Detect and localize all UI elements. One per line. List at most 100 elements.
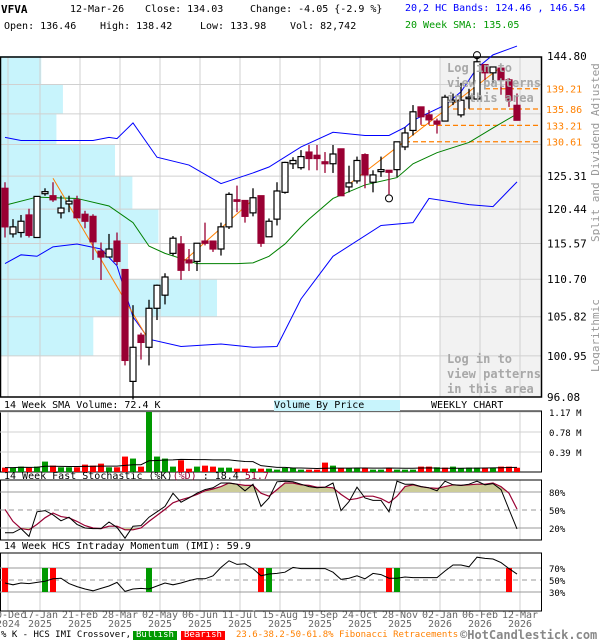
candle-body: [289, 159, 297, 165]
candle-body: [233, 199, 241, 202]
year-tick-label: 2025: [348, 619, 372, 630]
candle-body: [177, 243, 185, 271]
login-notice-top[interactable]: Log in to view patterns in this area: [447, 61, 541, 105]
volume-bar: [234, 468, 240, 472]
candle-body: [193, 242, 201, 263]
candle-body: [81, 213, 89, 222]
year-tick-label: 2025: [68, 619, 92, 630]
candle-body: [9, 226, 17, 235]
volume-bar: [290, 468, 296, 472]
crossover-legend: % K - HCS IMI Crossover,: [1, 630, 132, 640]
candle-body: [481, 64, 489, 74]
volume-bar: [162, 458, 168, 472]
imi-signal-bearish: [50, 568, 56, 592]
stoch-tick-label: 20%: [549, 525, 566, 535]
candle-body: [393, 141, 401, 171]
candle-body: [129, 346, 137, 382]
volume-by-price-bar: [0, 113, 57, 145]
stoch-tick-label: 80%: [549, 489, 566, 499]
year-tick-label: 2025: [148, 619, 172, 630]
volume-bar: [482, 467, 488, 472]
imi-tick-label: 50%: [549, 577, 566, 587]
adjusted-label: Split and Dividend Adjusted: [589, 63, 600, 242]
login-notice-bottom[interactable]: Log in to view patterns in this area: [447, 352, 541, 396]
volume-bar: [410, 469, 416, 472]
candle-body: [313, 154, 321, 160]
sma-line: [4, 113, 518, 265]
volume-bar: [386, 468, 392, 472]
volume-bar: [2, 467, 8, 472]
candle-body: [257, 195, 265, 244]
volume-tick-label: 0.78 M: [549, 429, 582, 439]
bands-value: 20,2 HC Bands: 124.46 , 146.54: [405, 3, 586, 14]
imi-signal-bullish: [394, 568, 400, 592]
price-tick-label: 110.70: [547, 273, 587, 286]
year-tick-label: 2026: [468, 619, 492, 630]
year-tick-label: 2024: [0, 619, 20, 630]
candle-body: [33, 195, 41, 239]
volume-sma-line: [5, 458, 518, 470]
panel-border: [0, 410, 542, 473]
candle-body: [329, 153, 337, 165]
quote-date: 12-Mar-26: [70, 4, 125, 15]
year-tick-label: 2025: [28, 619, 52, 630]
imi-tick-label: 30%: [549, 589, 566, 599]
price-tick-label: 125.31: [547, 170, 587, 183]
volume-bar: [90, 465, 96, 472]
volume-tick-label: 1.17 M: [549, 409, 582, 419]
imi-line: [4, 556, 518, 592]
volume-bar: [186, 468, 192, 472]
date-tick-label: 24-Oct: [342, 610, 378, 621]
copyright-link[interactable]: ©HotCandlestick.com: [460, 628, 598, 642]
candle-body: [321, 161, 329, 165]
fib-level-label: 130.61: [546, 138, 582, 149]
year-tick-label: 2025: [308, 619, 332, 630]
volume-bar: [498, 466, 504, 472]
candle-body: [473, 61, 481, 100]
fib-level-label: 135.86: [546, 105, 582, 116]
candle-body: [217, 226, 225, 250]
bearish-badge: Bearish: [181, 631, 225, 640]
year-tick-label: 2026: [508, 619, 532, 630]
volume-bar: [258, 468, 264, 472]
candle-body: [225, 193, 233, 228]
candle-body: [401, 132, 409, 148]
volume-bar: [354, 468, 360, 472]
panel-border: [0, 56, 543, 398]
volume-bar: [298, 469, 304, 472]
candle-body: [513, 104, 521, 121]
change-value: Change: -4.05 {-2.9 %}: [250, 4, 383, 15]
symbol: VFVA: [1, 3, 28, 16]
volume-bar: [26, 467, 32, 472]
pattern-marker: [385, 194, 393, 203]
candle-body: [369, 174, 377, 183]
volume-bar: [370, 469, 376, 472]
stoch-overbought-fill: [5, 483, 517, 492]
year-tick-label: 2025: [268, 619, 292, 630]
volume-bar: [506, 466, 512, 472]
volume-bar: [434, 467, 440, 472]
volume-bar: [474, 467, 480, 472]
volume-bar: [218, 467, 224, 472]
stoch-tick-label: 50%: [549, 507, 566, 517]
price-tick-label: 115.57: [547, 237, 587, 250]
price-tick-label: 120.44: [547, 203, 587, 216]
candle-body: [105, 248, 113, 258]
trend-line: [180, 199, 254, 264]
date-tick-label: 02-May: [142, 610, 178, 621]
volume-bar: [106, 467, 112, 472]
candle-body: [41, 191, 49, 195]
volume-bar: [170, 466, 176, 472]
pattern-marker: [473, 51, 481, 60]
candle-body: [25, 214, 33, 236]
date-tick-label: 28-Mar: [102, 610, 138, 621]
volume-bar: [154, 456, 160, 472]
candle-body: [449, 99, 457, 103]
stoch-d-line: [4, 482, 518, 531]
volume-bar: [346, 468, 352, 472]
stoch-d-value: 51.7: [238, 471, 269, 482]
year-tick-label: 2025: [108, 619, 132, 630]
price-tick-label: 144.80: [547, 50, 587, 63]
volume-bar: [378, 469, 384, 472]
